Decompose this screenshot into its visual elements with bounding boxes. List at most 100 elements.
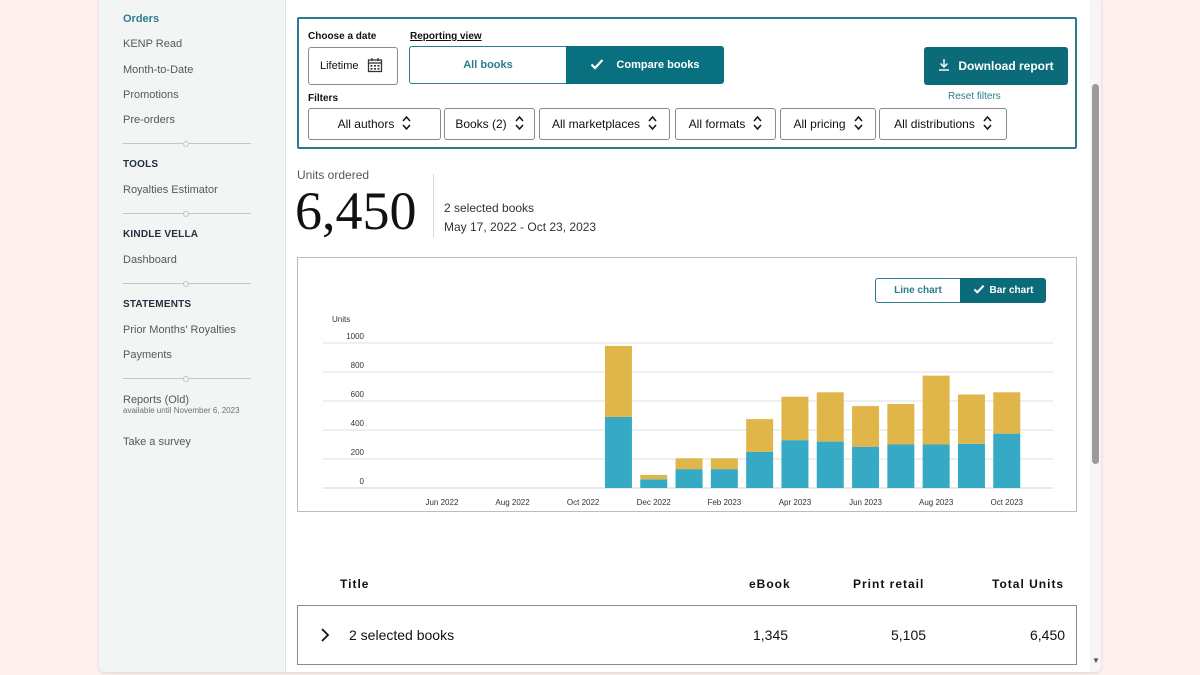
x-tick-label: Jun 2022: [425, 498, 458, 507]
bar-chart-toggle[interactable]: Bar chart: [960, 278, 1046, 303]
download-icon: [938, 58, 950, 74]
y-axis-label: Units: [332, 315, 350, 324]
distributions-dropdown-label: All distributions: [894, 117, 975, 131]
bar-segment: [604, 416, 632, 488]
row-print-retail: 5,105: [891, 627, 927, 643]
compare-books-option[interactable]: Compare books: [566, 46, 724, 84]
sidebar: Orders KENP Read Month-to-Date Promotion…: [99, 0, 286, 672]
row-ebook: 1,345: [753, 627, 789, 643]
all-books-option[interactable]: All books: [409, 46, 567, 84]
y-tick-label: 800: [351, 361, 365, 370]
pricing-dropdown[interactable]: All pricing: [780, 108, 876, 140]
updown-chevron-icon: [515, 115, 524, 134]
bar-segment: [922, 375, 950, 445]
download-report-button[interactable]: Download report: [924, 47, 1068, 85]
bar-segment: [604, 345, 632, 417]
reporting-view-label: Reporting view: [410, 31, 482, 42]
updown-chevron-icon: [983, 115, 992, 134]
tools-heading: TOOLS: [123, 159, 159, 170]
sidebar-item-promotions[interactable]: Promotions: [123, 89, 179, 101]
y-tick-label: 400: [351, 419, 365, 428]
column-header-print-retail[interactable]: Print retail: [853, 577, 925, 591]
formats-dropdown[interactable]: All formats: [675, 108, 776, 140]
date-picker-button[interactable]: Lifetime: [308, 47, 398, 85]
filters-label: Filters: [308, 93, 339, 104]
sidebar-item-take-survey[interactable]: Take a survey: [123, 436, 191, 448]
sidebar-item-dashboard[interactable]: Dashboard: [123, 254, 177, 266]
sidebar-item-prior-months-royalties[interactable]: Prior Months' Royalties: [123, 324, 236, 336]
column-header-title[interactable]: Title: [340, 577, 370, 591]
bar-segment: [746, 451, 774, 488]
sidebar-divider: [123, 141, 251, 147]
sidebar-item-month-to-date[interactable]: Month-to-Date: [123, 64, 194, 76]
sidebar-item-reports-old[interactable]: Reports (Old): [123, 394, 190, 406]
calendar-icon: [367, 57, 383, 76]
updown-chevron-icon: [753, 115, 762, 134]
main-content: Choose a date Reporting view Lifetime Al…: [287, 0, 1090, 672]
sidebar-item-pre-orders[interactable]: Pre-orders: [123, 114, 175, 126]
selected-books-text: 2 selected books: [444, 201, 535, 215]
y-tick-label: 0: [360, 477, 365, 486]
summary-divider: [433, 174, 434, 238]
x-tick-label: Oct 2022: [567, 498, 600, 507]
line-chart-toggle[interactable]: Line chart: [875, 278, 961, 303]
vertical-scrollbar[interactable]: ▼: [1090, 0, 1101, 672]
distributions-dropdown[interactable]: All distributions: [879, 108, 1007, 140]
books-dropdown[interactable]: Books (2): [444, 108, 535, 140]
scroll-down-arrow-icon[interactable]: ▼: [1092, 656, 1100, 665]
bar-segment: [887, 444, 915, 488]
sidebar-divider: [123, 376, 251, 382]
sidebar-item-payments[interactable]: Payments: [123, 349, 172, 361]
bar-segment: [781, 396, 809, 441]
chevron-right-icon[interactable]: [320, 627, 330, 648]
bar-segment: [675, 469, 703, 488]
units-ordered-total: 6,450: [295, 181, 417, 241]
bar-chart-toggle-label: Bar chart: [989, 285, 1034, 296]
row-total-units: 6,450: [1030, 627, 1066, 643]
x-tick-label: Aug 2023: [919, 498, 954, 507]
sidebar-divider: [123, 211, 251, 217]
y-tick-label: 600: [351, 390, 365, 399]
row-title: 2 selected books: [349, 627, 455, 643]
formats-dropdown-label: All formats: [688, 117, 746, 131]
compare-books-label: Compare books: [616, 59, 700, 71]
authors-dropdown-label: All authors: [337, 117, 395, 131]
download-report-label: Download report: [958, 59, 1054, 73]
bar-segment: [957, 394, 985, 444]
bar-segment: [887, 403, 915, 445]
sidebar-divider: [123, 281, 251, 287]
updown-chevron-icon: [402, 115, 411, 134]
x-tick-label: Oct 2023: [991, 498, 1024, 507]
column-header-ebook[interactable]: eBook: [749, 577, 791, 591]
date-value: Lifetime: [320, 60, 359, 72]
column-header-total-units[interactable]: Total Units: [992, 577, 1065, 591]
units-bar-chart: Units 0 200 400 600 800 1000 Jun 2022 Aug 2022 Oc…: [323, 315, 1053, 507]
bar-segment: [816, 441, 844, 488]
marketplaces-dropdown[interactable]: All marketplaces: [539, 108, 670, 140]
bar-segment: [993, 392, 1021, 434]
report-window: Orders KENP Read Month-to-Date Promotion…: [99, 0, 1101, 672]
kindle-vella-heading: KINDLE VELLA: [123, 229, 199, 240]
table-row[interactable]: 2 selected books 1,345 5,105 6,450: [297, 605, 1077, 665]
bar-segment: [710, 458, 738, 470]
x-tick-label: Jun 2023: [849, 498, 882, 507]
sidebar-item-royalties-estimator[interactable]: Royalties Estimator: [123, 184, 218, 196]
bar-segment: [746, 419, 774, 452]
updown-chevron-icon: [853, 115, 863, 134]
reset-filters-link[interactable]: Reset filters: [948, 91, 1001, 102]
scrollbar-thumb[interactable]: [1092, 84, 1099, 464]
marketplaces-dropdown-label: All marketplaces: [551, 117, 641, 131]
reports-old-note: available until November 6, 2023: [123, 406, 240, 415]
bar-segment: [852, 406, 880, 447]
bar-segment: [957, 443, 985, 488]
authors-dropdown[interactable]: All authors: [308, 108, 441, 140]
x-tick-label: Feb 2023: [707, 498, 741, 507]
check-icon: [590, 58, 604, 73]
check-icon: [973, 284, 985, 297]
sidebar-item-kenp-read[interactable]: KENP Read: [123, 38, 183, 50]
bar-segment: [993, 433, 1021, 488]
sidebar-item-orders[interactable]: Orders: [123, 13, 160, 25]
bar-segment: [675, 458, 703, 470]
units-ordered-label: Units ordered: [297, 168, 370, 182]
units-chart-panel: Units 0 200 400 600 800 1000 Jun 2022 Aug 2022 Oc…: [297, 257, 1077, 512]
